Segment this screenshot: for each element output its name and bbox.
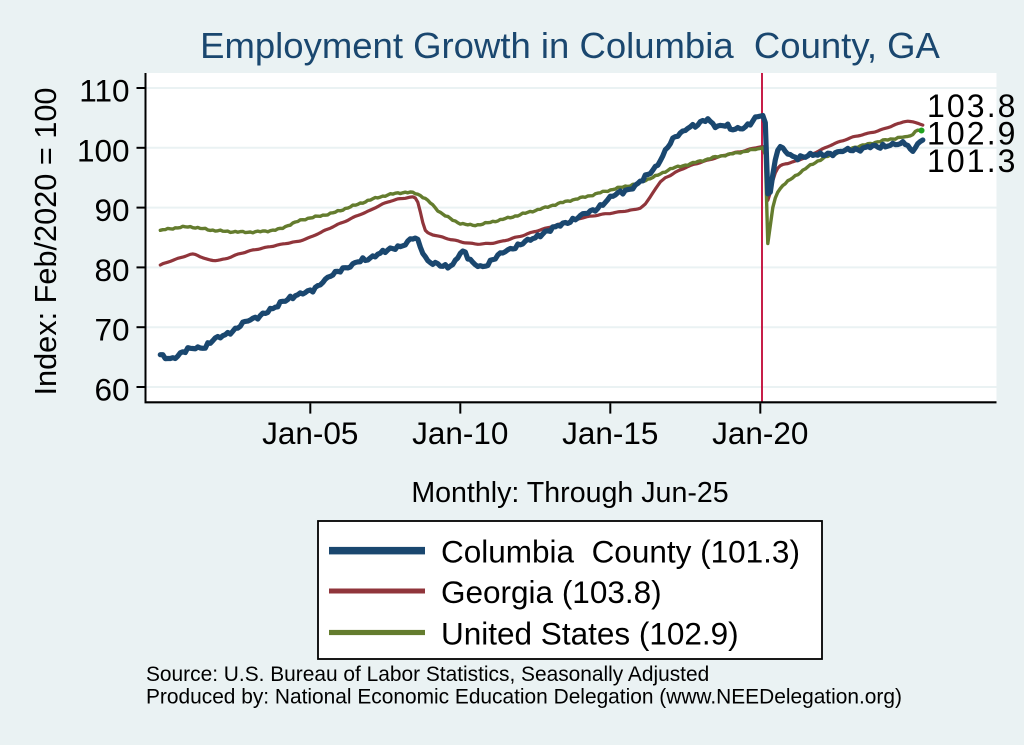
svg-text:110: 110 — [79, 73, 129, 109]
svg-text:United States (102.9): United States (102.9) — [441, 616, 739, 652]
svg-text:Employment Growth in Columbia: Employment Growth in Columbia County, GA — [200, 25, 940, 66]
svg-text:101.3: 101.3 — [927, 143, 1018, 179]
svg-text:100: 100 — [77, 132, 130, 168]
svg-text:Produced by: National Economic: Produced by: National Economic Education… — [146, 685, 902, 708]
svg-text:102.9: 102.9 — [927, 116, 1018, 152]
svg-text:103.8: 103.8 — [927, 88, 1018, 124]
svg-text:80: 80 — [94, 252, 129, 288]
svg-text:70: 70 — [94, 312, 129, 348]
svg-text:Source: U.S. Bureau of Labor S: Source: U.S. Bureau of Labor Statistics,… — [146, 663, 709, 686]
svg-text:Jan-10: Jan-10 — [412, 415, 508, 451]
svg-text:Index: Feb/2020 = 100: Index: Feb/2020 = 100 — [28, 88, 63, 396]
svg-text:60: 60 — [94, 372, 129, 408]
svg-text:Monthly: Through Jun-25: Monthly: Through Jun-25 — [411, 477, 728, 509]
svg-text:Columbia County (101.3): Columbia County (101.3) — [441, 534, 800, 570]
svg-text:90: 90 — [94, 192, 129, 228]
svg-text:Jan-20: Jan-20 — [712, 415, 808, 451]
svg-text:Jan-05: Jan-05 — [262, 415, 358, 451]
svg-text:Georgia (103.8): Georgia (103.8) — [441, 574, 662, 610]
svg-text:Jan-15: Jan-15 — [562, 415, 658, 451]
